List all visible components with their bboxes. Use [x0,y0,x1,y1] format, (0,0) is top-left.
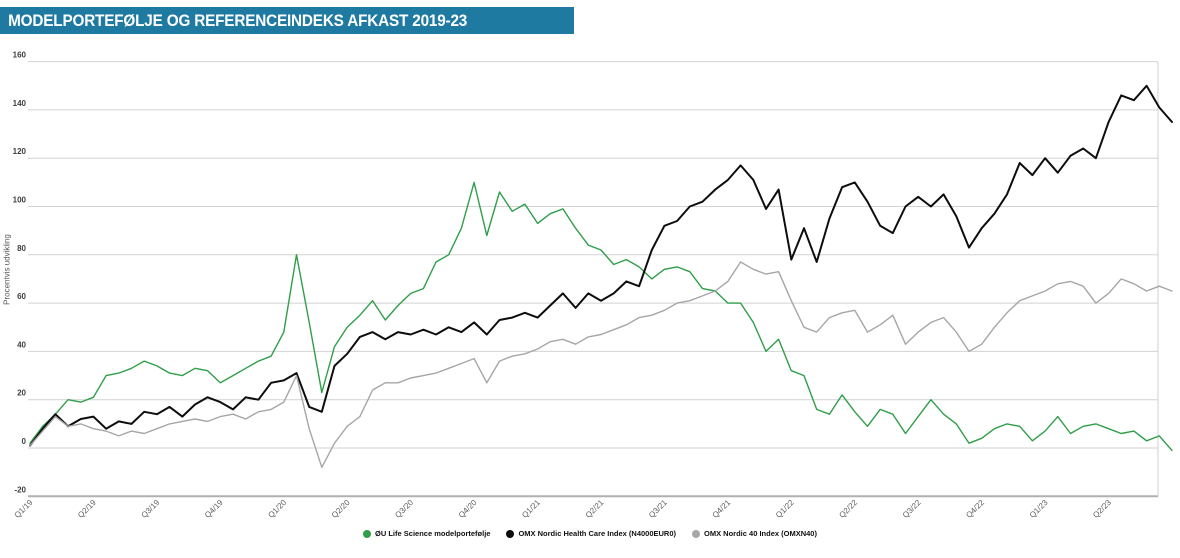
series-dot-omxn40 [692,529,701,538]
svg-text:100: 100 [13,196,27,205]
svg-text:Q2/23: Q2/23 [1091,498,1113,520]
svg-text:20: 20 [17,389,26,398]
legend-label: OMX Nordic Health Care Index (N4000EUR0) [518,529,677,538]
svg-text:Q4/22: Q4/22 [964,498,986,520]
series-dot-healthcare-index [506,529,515,538]
svg-text:160: 160 [13,51,27,60]
svg-text:Q1/23: Q1/23 [1028,498,1050,520]
svg-text:Q2/22: Q2/22 [837,498,859,520]
svg-text:Q3/21: Q3/21 [647,498,669,520]
legend: ØU Life Science modelportefølje OMX Nord… [0,529,1180,538]
y-axis-label: Procentvis udvikling [2,234,12,305]
svg-text:Q4/21: Q4/21 [711,498,733,520]
svg-text:Q3/20: Q3/20 [393,498,415,520]
legend-label: ØU Life Science modelportefølje [375,529,491,538]
svg-text:80: 80 [17,244,26,253]
svg-text:Q3/22: Q3/22 [901,498,923,520]
legend-item: ØU Life Science modelportefølje [363,529,490,538]
series-dot-portfolio [363,529,372,538]
legend-label: OMX Nordic 40 Index (OMXN40) [704,529,817,538]
svg-text:Q1/20: Q1/20 [266,498,288,520]
svg-text:Q1/22: Q1/22 [774,498,796,520]
svg-text:40: 40 [17,340,26,349]
svg-text:120: 120 [13,147,27,156]
svg-text:Q3/19: Q3/19 [140,498,162,520]
legend-item: OMX Nordic 40 Index (OMXN40) [692,529,817,538]
svg-text:0: 0 [22,437,27,446]
chart-title: MODELPORTEFØLJE OG REFERENCEINDEKS AFKAS… [8,10,468,30]
chart-title-bar: MODELPORTEFØLJE OG REFERENCEINDEKS AFKAS… [0,7,574,34]
legend-item: OMX Nordic Health Care Index (N4000EUR0) [506,529,676,538]
svg-text:Q4/20: Q4/20 [457,498,479,520]
svg-text:140: 140 [13,99,27,108]
svg-text:Q2/19: Q2/19 [76,498,98,520]
svg-text:-20: -20 [14,485,26,494]
svg-text:Q1/19: Q1/19 [13,498,35,520]
svg-text:60: 60 [17,292,26,301]
svg-text:Q2/21: Q2/21 [584,498,606,520]
svg-text:Q2/20: Q2/20 [330,498,352,520]
svg-text:Q1/21: Q1/21 [520,498,542,520]
svg-text:Q4/19: Q4/19 [203,498,225,520]
